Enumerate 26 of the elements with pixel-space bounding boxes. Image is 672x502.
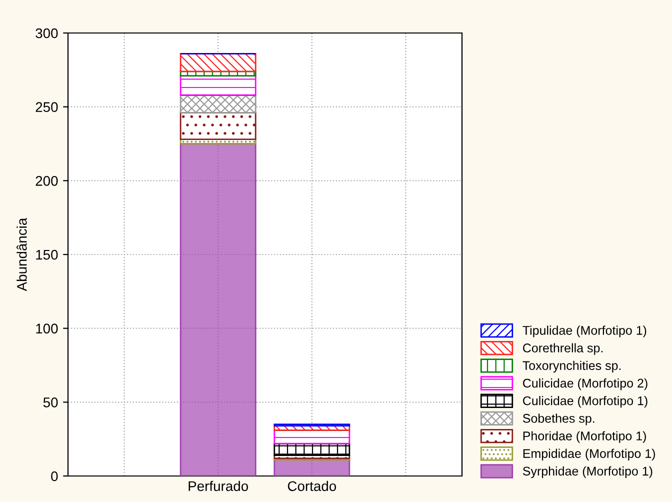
y-tick-label: 100 xyxy=(36,324,58,334)
y-tick-label: 250 xyxy=(36,102,58,112)
bar xyxy=(180,112,256,140)
bar xyxy=(180,52,256,72)
y-tick-label: 200 xyxy=(36,176,58,186)
y-tick-label: 150 xyxy=(36,250,58,260)
y-tick-label: 300 xyxy=(36,28,58,38)
legend-label: Syrphidae (Morfotipo 1) xyxy=(522,466,652,478)
bar xyxy=(180,75,256,96)
y-tick-label: 0 xyxy=(51,471,58,482)
bar xyxy=(274,442,350,456)
legend-label: Empididae (Morfotipo 1) xyxy=(523,448,655,460)
legend-label: Tipulidae (Morfotipo 1) xyxy=(522,326,646,338)
y-axis-title: Abundância xyxy=(16,218,27,292)
legend-label: Sobethes sp. xyxy=(522,414,594,426)
legend-label: Phoridae (Morfotipo 1) xyxy=(523,431,646,443)
y-tick-label: 50 xyxy=(43,398,58,408)
bar xyxy=(180,94,256,114)
bar xyxy=(274,430,350,444)
legend-label: Culicidae (Morfotipo 2) xyxy=(523,378,648,390)
x-tick-label: Perfurado xyxy=(188,480,248,492)
legend-label: Culicidae (Morfotipo 1) xyxy=(523,396,648,408)
bar xyxy=(180,143,256,476)
legend-label: Corethrella sp. xyxy=(523,343,603,355)
legend-label: Toxorynchities sp. xyxy=(522,360,621,372)
x-tick-label: Cortado xyxy=(288,480,336,492)
